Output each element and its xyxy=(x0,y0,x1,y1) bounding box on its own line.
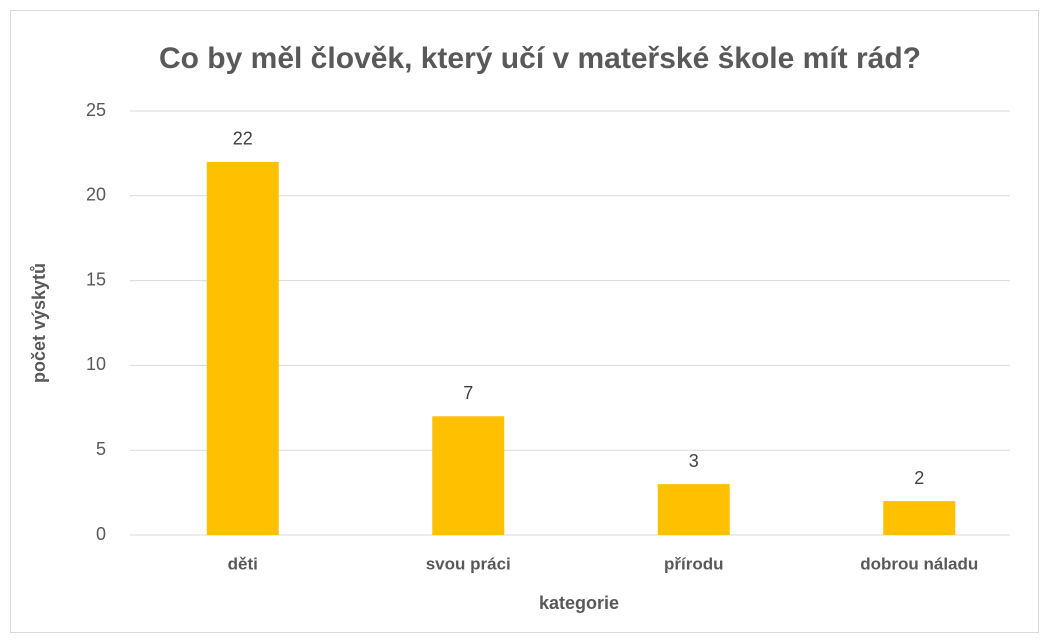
y-tick-label: 5 xyxy=(96,439,106,459)
x-tick-label: svou práci xyxy=(426,554,511,573)
y-tick-label: 0 xyxy=(96,524,106,544)
value-label: 22 xyxy=(233,129,253,149)
x-axis-title: kategorie xyxy=(539,593,619,613)
y-tick-label: 25 xyxy=(86,100,106,120)
bar xyxy=(657,484,730,535)
y-tick-label: 20 xyxy=(86,185,106,205)
value-label: 2 xyxy=(914,468,924,488)
y-axis-title: počet výskytů xyxy=(29,263,49,383)
bar xyxy=(883,501,956,535)
x-tick-label: přírodu xyxy=(664,554,724,573)
value-label: 7 xyxy=(463,383,473,403)
chart-title: Co by měl člověk, který učí v mateřské š… xyxy=(159,42,921,75)
y-tick-label: 10 xyxy=(86,354,106,374)
bar xyxy=(206,161,279,535)
chart-border xyxy=(10,10,1039,633)
value-label: 3 xyxy=(689,451,699,471)
y-tick-label: 15 xyxy=(86,269,106,289)
x-tick-label: dobrou náladu xyxy=(860,554,978,573)
bar xyxy=(432,416,505,535)
x-tick-label: děti xyxy=(228,554,258,573)
